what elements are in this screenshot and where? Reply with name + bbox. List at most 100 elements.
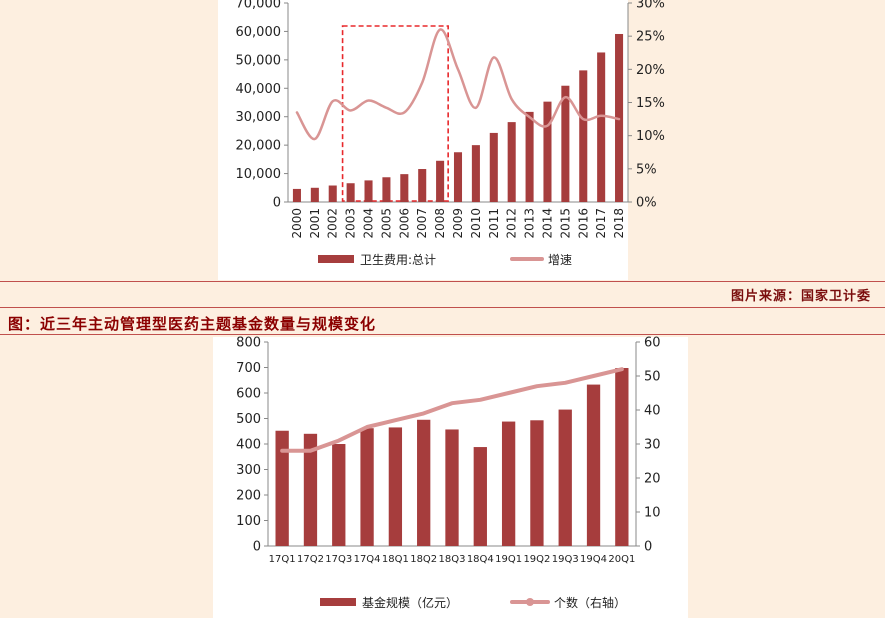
figure-title: 图：近三年主动管理型医药主题基金数量与规模变化 — [8, 315, 377, 333]
bar-18Q3 — [445, 429, 459, 546]
x-tick-label: 2018 — [612, 208, 626, 239]
right-tick-label: 30% — [636, 0, 665, 12]
x-tick-label: 2014 — [540, 208, 554, 239]
x-tick-label: 17Q4 — [354, 554, 381, 565]
bar-18Q4 — [473, 447, 487, 546]
bar-2012 — [507, 122, 516, 202]
x-tick-label: 2012 — [505, 208, 519, 239]
right-tick-label: 10% — [636, 129, 665, 144]
divider-line — [0, 334, 885, 335]
x-tick-label: 18Q2 — [410, 554, 437, 565]
bar-2002 — [328, 185, 337, 202]
left-tick-label: 800 — [236, 336, 261, 351]
bar-2005 — [382, 177, 391, 202]
x-tick-label: 19Q3 — [552, 554, 579, 565]
bar-19Q3 — [558, 409, 572, 546]
left-tick-label: 60,000 — [236, 25, 282, 40]
bar-19Q1 — [501, 421, 516, 546]
x-tick-label: 2002 — [326, 208, 340, 239]
x-tick-label: 19Q4 — [580, 554, 607, 565]
x-tick-label: 2003 — [344, 208, 358, 239]
left-tick-label: 40,000 — [236, 82, 282, 97]
bar-2015 — [561, 85, 570, 202]
right-tick-label: 25% — [636, 30, 665, 45]
bar-2013 — [525, 111, 534, 202]
x-tick-label: 2004 — [362, 208, 376, 239]
x-tick-label: 18Q3 — [439, 554, 466, 565]
legend-label-line: 个数（右轴） — [554, 595, 626, 610]
legend-label-line: 增速 — [548, 253, 572, 267]
bar-19Q4 — [586, 384, 601, 546]
x-tick-label: 2017 — [594, 208, 608, 239]
x-tick-label: 18Q1 — [382, 554, 409, 565]
x-tick-label: 17Q2 — [297, 554, 324, 565]
bar-2001 — [310, 187, 319, 202]
legend-label-bar: 基金规模（亿元） — [362, 595, 458, 610]
legend-swatch-bar — [320, 598, 356, 606]
right-tick-label: 60 — [644, 336, 661, 351]
highlight-box — [341, 25, 449, 202]
x-tick-label: 19Q1 — [495, 554, 522, 565]
bar-17Q4 — [360, 428, 374, 546]
left-tick-label: 500 — [236, 412, 261, 427]
bar-2011 — [489, 132, 498, 202]
left-tick-label: 20,000 — [236, 139, 282, 154]
right-tick-label: 50 — [644, 370, 661, 385]
left-tick-label: 300 — [236, 463, 261, 478]
bar-2006 — [400, 174, 409, 202]
right-tick-label: 30 — [644, 438, 661, 453]
divider-line — [0, 307, 885, 308]
left-tick-label: 200 — [236, 489, 261, 504]
bar-2017 — [597, 52, 606, 202]
x-tick-label: 2001 — [308, 208, 322, 239]
x-tick-label: 18Q4 — [467, 554, 494, 565]
right-tick-label: 40 — [644, 404, 661, 419]
x-tick-label: 2010 — [469, 208, 483, 239]
left-tick-label: 30,000 — [236, 110, 282, 125]
left-tick-label: 700 — [236, 361, 261, 376]
legend-swatch-bar — [318, 255, 354, 263]
bar-2008 — [436, 160, 445, 202]
x-tick-label: 2011 — [487, 208, 501, 239]
chart-panel-health-expenditure — [218, 0, 628, 280]
bar-2016 — [579, 70, 588, 202]
left-tick-label: 400 — [236, 438, 261, 453]
right-tick-label: 10 — [644, 506, 661, 521]
x-tick-label: 2000 — [290, 208, 304, 239]
bar-2014 — [543, 101, 552, 202]
bar-18Q1 — [388, 427, 403, 546]
bar-19Q2 — [530, 420, 544, 546]
x-tick-label: 2005 — [379, 208, 393, 239]
bar-2007 — [418, 169, 427, 202]
left-tick-label: 70,000 — [236, 0, 282, 12]
right-tick-label: 15% — [636, 96, 665, 111]
bar-2004 — [364, 180, 373, 202]
x-tick-label: 2015 — [558, 208, 572, 239]
x-tick-label: 2013 — [523, 208, 537, 239]
left-tick-label: 50,000 — [236, 53, 282, 68]
x-tick-label: 19Q2 — [523, 554, 550, 565]
right-tick-label: 0% — [636, 196, 657, 211]
bar-2010 — [471, 145, 480, 202]
right-tick-label: 20 — [644, 472, 661, 487]
left-tick-label: 0 — [273, 196, 281, 211]
bar-2003 — [346, 183, 355, 202]
left-tick-label: 10,000 — [236, 167, 282, 182]
legend-marker-line — [526, 598, 534, 606]
x-tick-label: 20Q1 — [608, 554, 635, 565]
bar-2000 — [292, 188, 301, 202]
legend-label-bar: 卫生费用:总计 — [360, 253, 436, 267]
right-tick-label: 0 — [644, 540, 652, 555]
x-tick-label: 2009 — [451, 208, 465, 239]
x-tick-label: 2007 — [415, 208, 429, 239]
source-note: 图片来源：国家卫计委 — [730, 289, 871, 304]
x-tick-label: 2006 — [397, 208, 411, 239]
x-tick-label: 17Q3 — [325, 554, 352, 565]
left-tick-label: 0 — [253, 540, 261, 555]
right-tick-label: 20% — [636, 63, 665, 78]
right-tick-label: 5% — [636, 162, 657, 177]
divider-line — [0, 281, 885, 282]
left-tick-label: 100 — [236, 514, 261, 529]
